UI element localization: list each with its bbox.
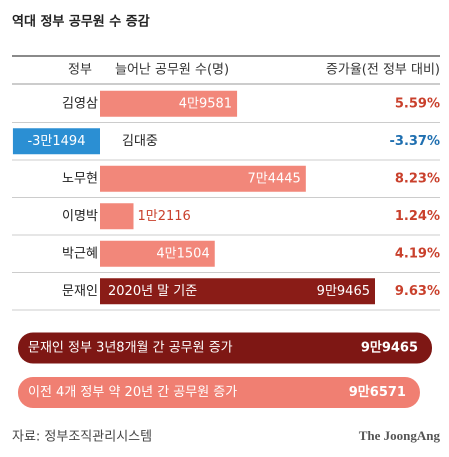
source: 자료: 정부조직관리시스템 xyxy=(12,430,152,445)
value-label: 9만9465 xyxy=(317,284,370,299)
column-header: 증가율(전 정부 대비) xyxy=(326,63,440,78)
summary-bar xyxy=(18,377,420,408)
value-label: 7만4445 xyxy=(247,171,300,186)
chart-title: 역대 정부 공무원 수 증감 xyxy=(12,14,150,30)
value-label: 1만2116 xyxy=(137,209,190,224)
summary-label: 이전 4개 정부 약 20년 간 공무원 증가 xyxy=(28,385,237,400)
column-header: 정부 xyxy=(68,63,92,78)
percent-label: 5.59% xyxy=(395,96,440,111)
summary-bar xyxy=(18,332,432,364)
category-label: 노무현 xyxy=(62,171,98,186)
note: 2020년 말 기준 xyxy=(108,284,197,299)
percent-label: 9.63% xyxy=(395,284,440,299)
percent-label: 1.24% xyxy=(395,209,440,224)
bar xyxy=(12,128,101,155)
category-label: 문재인 xyxy=(62,284,98,299)
summary-value: 9만9465 xyxy=(361,340,418,356)
bar xyxy=(100,90,238,117)
value-label: 4만9581 xyxy=(179,96,232,111)
summary-label: 문재인 정부 3년8개월 간 공무원 증가 xyxy=(28,341,233,356)
percent-label: -3.37% xyxy=(390,134,441,149)
bar xyxy=(100,240,215,267)
category-label: 박근혜 xyxy=(62,246,98,261)
bar xyxy=(100,203,134,230)
category-label: 이명박 xyxy=(62,209,98,224)
percent-label: 4.19% xyxy=(395,246,440,261)
category-label: 김대중 xyxy=(122,134,158,149)
bar xyxy=(100,165,306,192)
brand: The JoongAng xyxy=(359,428,441,443)
percent-label: 8.23% xyxy=(395,171,440,186)
value-label: -3만1494 xyxy=(27,134,85,149)
value-label: 4만1504 xyxy=(156,246,209,261)
category-label: 김영삼 xyxy=(62,96,98,111)
column-header: 늘어난 공무원 수(명) xyxy=(115,63,229,78)
summary-value: 9만6571 xyxy=(349,384,406,400)
bar xyxy=(100,278,375,305)
